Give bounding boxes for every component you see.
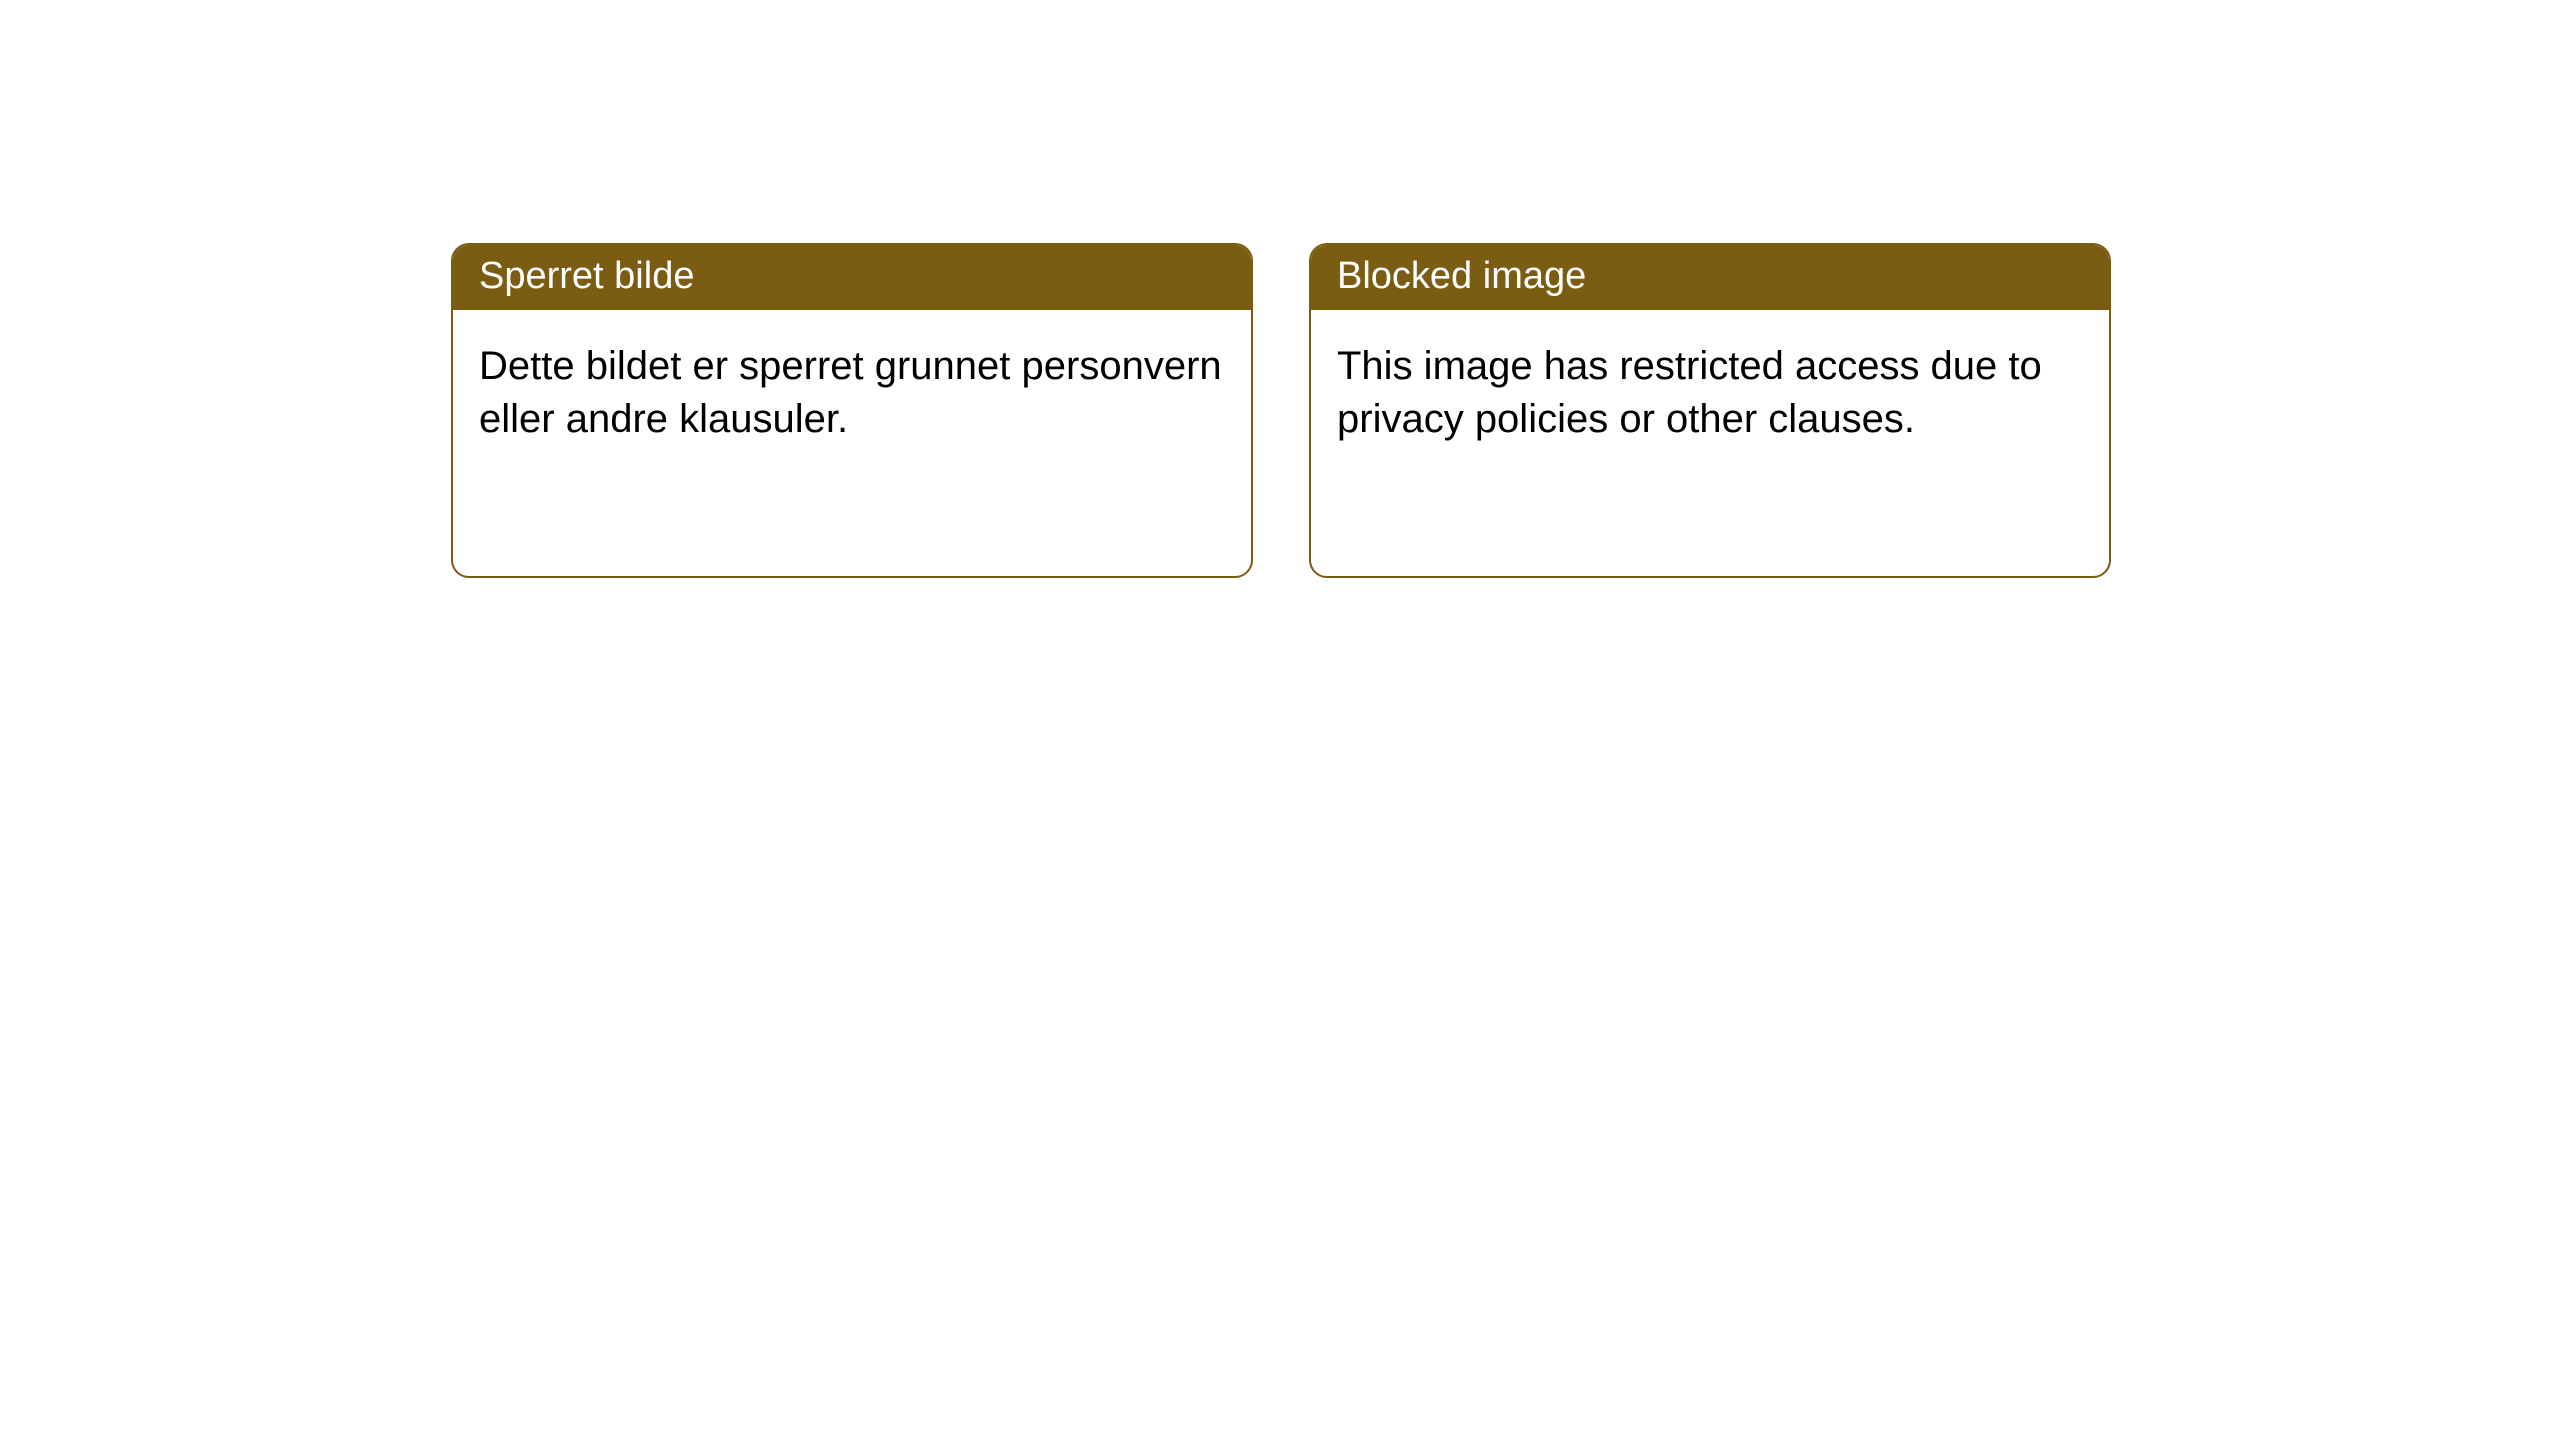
notice-card-english: Blocked image This image has restricted … (1309, 243, 2111, 578)
notice-container: Sperret bilde Dette bildet er sperret gr… (0, 0, 2560, 578)
card-header-text: Blocked image (1337, 255, 1586, 297)
card-header: Sperret bilde (453, 245, 1251, 310)
card-body-text: Dette bildet er sperret grunnet personve… (479, 344, 1222, 441)
card-body: Dette bildet er sperret grunnet personve… (453, 310, 1251, 476)
card-body: This image has restricted access due to … (1311, 310, 2109, 476)
card-header-text: Sperret bilde (479, 255, 694, 297)
notice-card-norwegian: Sperret bilde Dette bildet er sperret gr… (451, 243, 1253, 578)
card-body-text: This image has restricted access due to … (1337, 344, 2042, 441)
card-header: Blocked image (1311, 245, 2109, 310)
